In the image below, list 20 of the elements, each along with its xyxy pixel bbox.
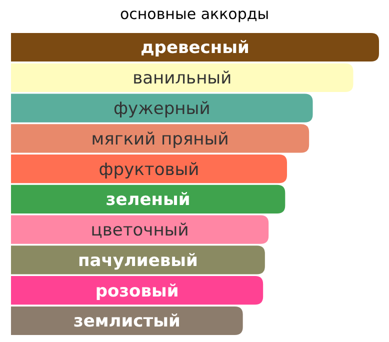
bar xyxy=(11,154,287,184)
y-tick-label: мягкий пряный xyxy=(91,129,229,150)
bar xyxy=(11,306,243,335)
y-tick-label: фруктовый xyxy=(98,160,200,180)
y-tick-label: древесный xyxy=(140,38,250,58)
bar xyxy=(11,33,379,62)
bar xyxy=(11,276,264,305)
y-tick-label: землистый xyxy=(73,312,180,332)
bar xyxy=(11,124,310,153)
bar xyxy=(11,94,313,122)
bar xyxy=(11,184,286,214)
y-tick-label: розовый xyxy=(95,281,179,302)
y-tick-label: цветочный xyxy=(90,220,189,241)
bar xyxy=(11,63,354,92)
chart-title: основные аккорды xyxy=(120,5,270,23)
y-tick-label: ванильный xyxy=(132,68,232,89)
y-tick-label: фужерный xyxy=(114,98,210,119)
y-tick-label: зеленый xyxy=(106,190,190,210)
bar xyxy=(11,215,269,244)
y-tick-label: пачулиевый xyxy=(78,250,198,271)
